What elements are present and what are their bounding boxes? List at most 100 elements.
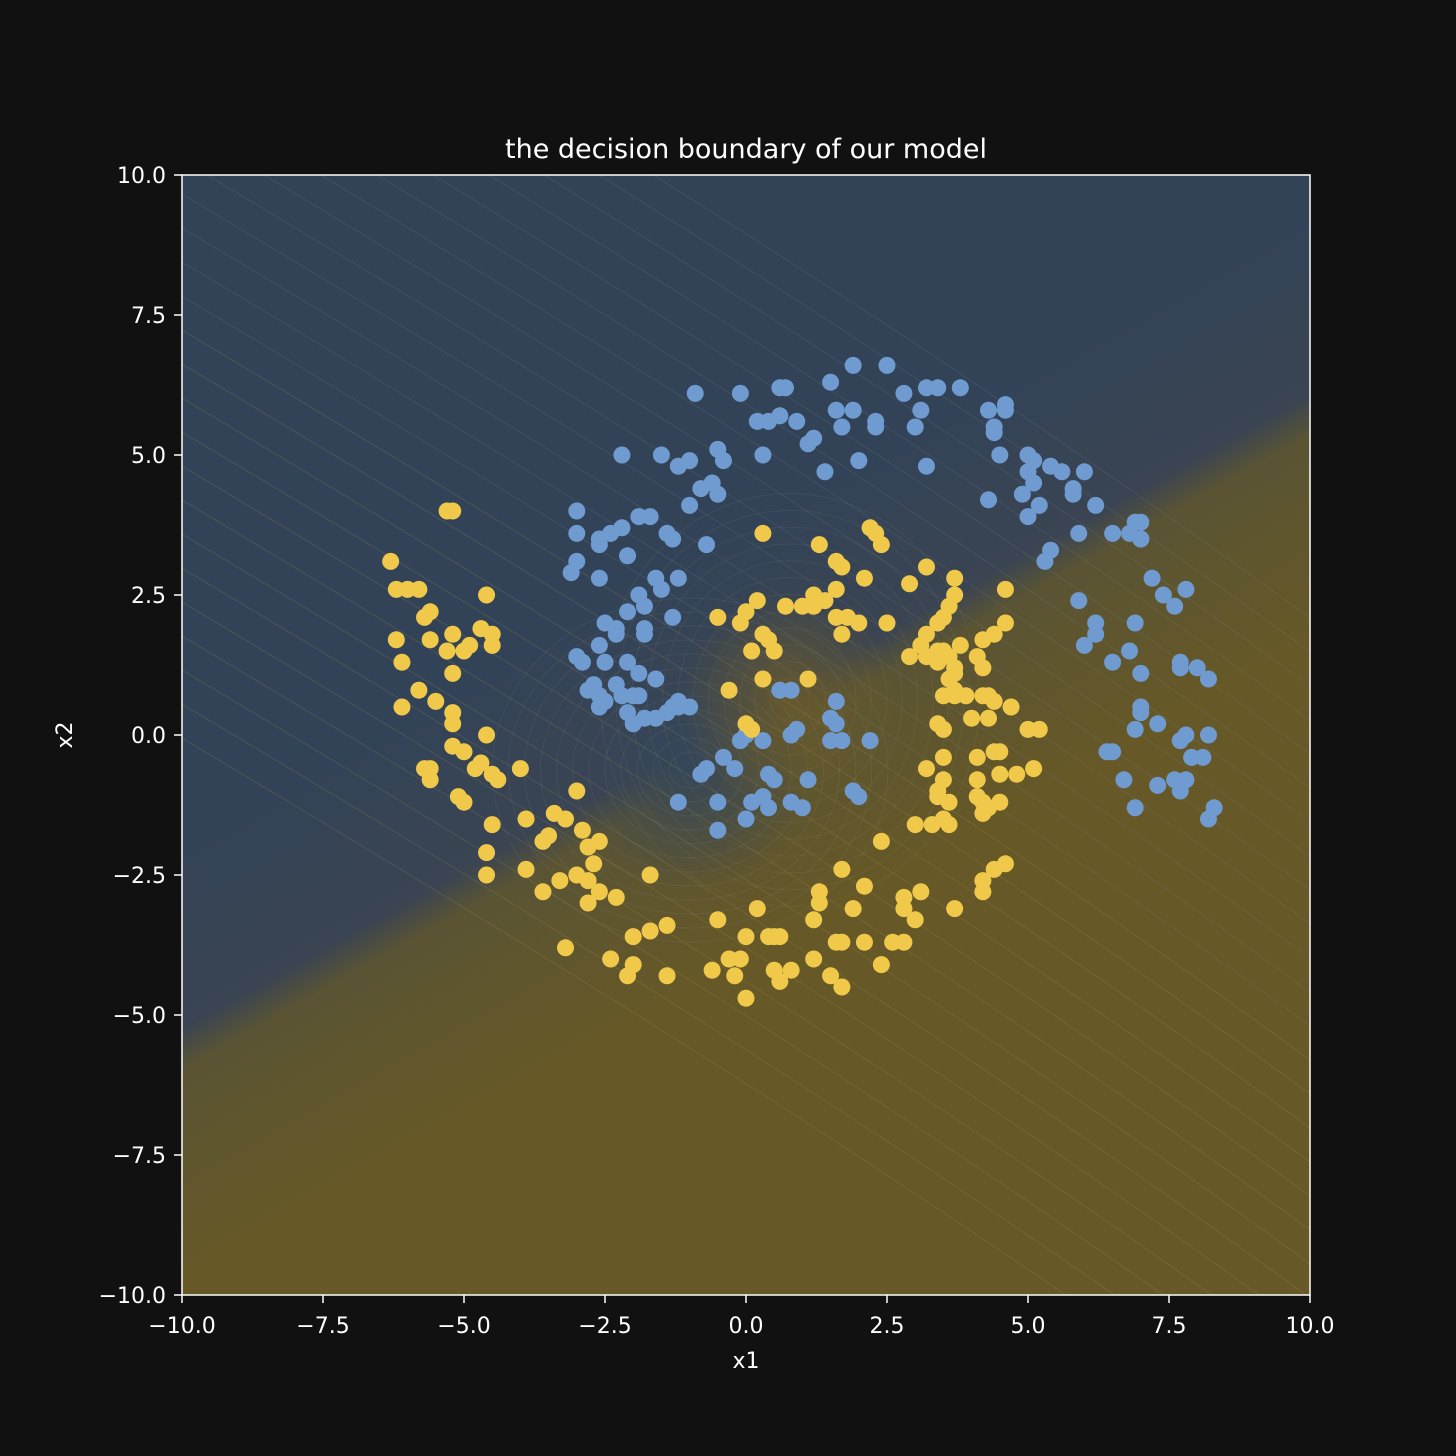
blue-point [1126,614,1144,632]
yellow-point [917,558,935,576]
y-tick-label: 2.5 [131,584,166,609]
blue-point [827,401,845,419]
yellow-point [974,687,992,705]
blue-point [980,401,998,419]
y-axis: −10.0 −7.5 −5.0 −2.5 0.0 2.5 5.0 7.5 10.0 [99,164,182,1309]
yellow-point [855,933,873,951]
blue-point [1154,586,1172,604]
yellow-point [478,726,496,744]
contour-line [182,499,1310,1231]
yellow-point [929,715,947,733]
contour-ring [661,560,919,840]
y-tick-label: 7.5 [131,304,166,329]
blue-point [1199,726,1217,744]
yellow-point [709,911,727,929]
yellow-point [557,939,575,957]
blue-point [1019,508,1037,526]
contour-ring [540,639,840,901]
plot-area [182,175,1310,1295]
yellow-point [590,883,608,901]
blue-point [726,760,744,778]
blue-point [827,715,845,733]
yellow-point [743,720,761,738]
blue-point [1132,664,1150,682]
blue-point [590,636,608,654]
yellow-point [1025,760,1043,778]
yellow-point [771,928,789,946]
blue-point [782,681,800,699]
yellow-point [444,502,462,520]
yellow-point [963,709,981,727]
yellow-point [557,810,575,828]
yellow-point [489,771,507,789]
yellow-point [822,967,840,985]
blue-point [647,569,665,587]
yellow-point [878,614,896,632]
blue-point [1149,776,1167,794]
yellow-point [833,978,851,996]
yellow-point [387,631,405,649]
yellow-point [540,827,558,845]
contour-line [182,703,1116,1295]
yellow-point [641,922,659,940]
contour-line [182,533,1310,1265]
blue-point [878,356,896,374]
yellow-point [946,664,964,682]
y-tick-label: −10.0 [99,1284,166,1309]
blue-point [1126,720,1144,738]
blue-point [698,760,716,778]
yellow-point [906,911,924,929]
yellow-point [737,989,755,1007]
yellow-point [703,961,721,979]
yellow-point [748,592,766,610]
yellow-point [607,888,625,906]
blue-point [1171,659,1189,677]
blue-point [1087,496,1105,514]
yellow-point [872,832,890,850]
blue-point [568,552,586,570]
blue-point [630,664,648,682]
yellow-point [483,816,501,834]
contour-line [182,193,1310,925]
blue-point [833,732,851,750]
contour-line [487,175,1310,721]
contour-ring [588,681,792,859]
yellow-point [393,698,411,716]
blue-point [692,480,710,498]
blue-point [1075,636,1093,654]
yellow-point [731,950,749,968]
contour-ring [723,627,857,773]
yellow-point [478,586,496,604]
yellow-point [590,832,608,850]
blue-point [630,508,648,526]
yellow-point [917,760,935,778]
blue-point [776,379,794,397]
yellow-point [776,597,794,615]
yellow-point [455,642,473,660]
yellow-point [720,681,738,699]
yellow-point [511,760,529,778]
yellow-point [658,967,676,985]
yellow-point [946,900,964,918]
blue-point [833,418,851,436]
blue-point [1087,614,1105,632]
yellow-point [1002,698,1020,716]
y-axis-label: x2 [53,721,78,748]
yellow-point [974,872,992,890]
blue-point [1115,771,1133,789]
yellow-point [466,760,484,778]
blue-point [664,608,682,626]
yellow-point [410,580,428,598]
blue-point [799,435,817,453]
blue-point [788,412,806,430]
yellow-point [421,631,439,649]
yellow-point [934,748,952,766]
blue-point [669,692,687,710]
blue-point [630,687,648,705]
blue-point [861,732,879,750]
blue-point [844,356,862,374]
blue-point [1064,485,1082,503]
blue-point [743,793,761,811]
yellow-point [810,883,828,901]
yellow-point [421,771,439,789]
